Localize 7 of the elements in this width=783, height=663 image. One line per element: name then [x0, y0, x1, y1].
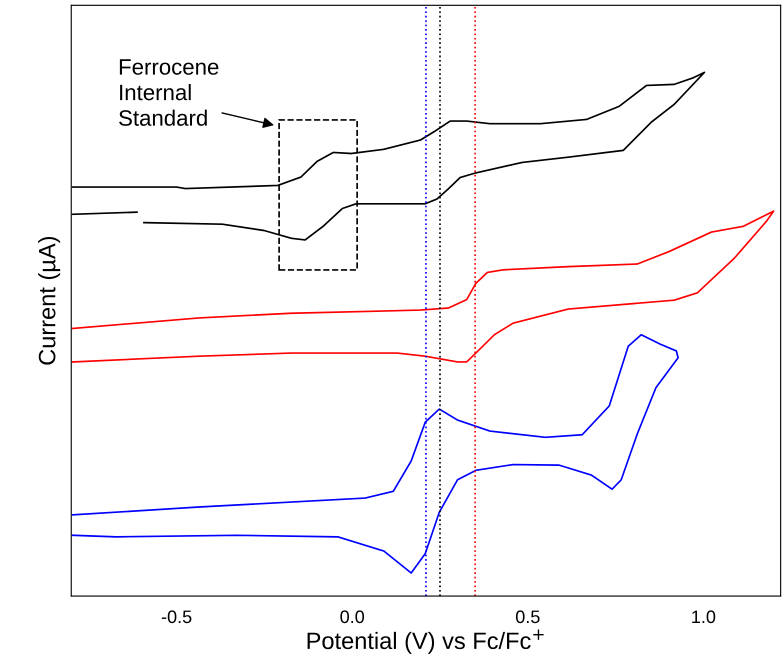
x-tick-label: -0.5: [162, 610, 192, 624]
x-tick-label: 1.0: [692, 610, 716, 624]
y-axis-title: Current (µA): [38, 236, 60, 365]
x-tick-label: 0.0: [340, 610, 364, 624]
x-tick-label: 0.5: [516, 610, 540, 624]
annotation: Ferrocene Internal Standard: [119, 59, 218, 126]
x-axis-title: Potential (V) vs Fc/Fc$^{+}$: [308, 630, 544, 654]
